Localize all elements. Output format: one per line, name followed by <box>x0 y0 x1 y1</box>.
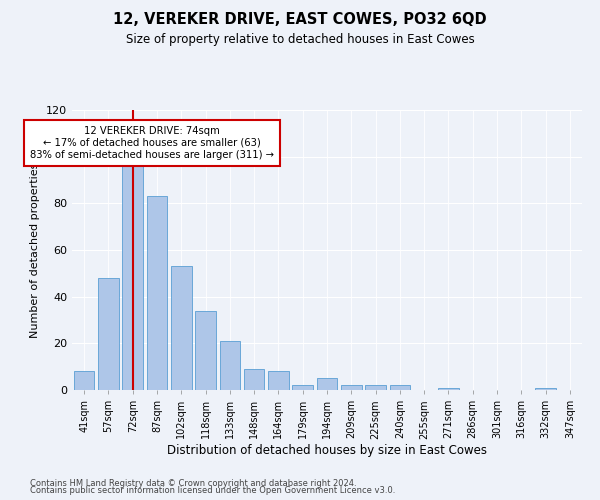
Bar <box>220 341 240 390</box>
Text: 12 VEREKER DRIVE: 74sqm
← 17% of detached houses are smaller (63)
83% of semi-de: 12 VEREKER DRIVE: 74sqm ← 17% of detache… <box>30 126 274 160</box>
Bar <box>438 388 459 390</box>
Bar <box>268 372 289 390</box>
X-axis label: Distribution of detached houses by size in East Cowes: Distribution of detached houses by size … <box>167 444 487 457</box>
Text: Contains HM Land Registry data © Crown copyright and database right 2024.: Contains HM Land Registry data © Crown c… <box>30 478 356 488</box>
Bar <box>365 386 386 390</box>
Bar <box>244 369 265 390</box>
Bar <box>195 310 216 390</box>
Text: 12, VEREKER DRIVE, EAST COWES, PO32 6QD: 12, VEREKER DRIVE, EAST COWES, PO32 6QD <box>113 12 487 28</box>
Bar <box>98 278 119 390</box>
Bar <box>389 386 410 390</box>
Y-axis label: Number of detached properties: Number of detached properties <box>31 162 40 338</box>
Bar <box>146 196 167 390</box>
Bar <box>317 378 337 390</box>
Bar <box>74 372 94 390</box>
Text: Size of property relative to detached houses in East Cowes: Size of property relative to detached ho… <box>125 32 475 46</box>
Bar <box>292 386 313 390</box>
Bar <box>341 386 362 390</box>
Bar <box>171 266 191 390</box>
Bar <box>122 156 143 390</box>
Text: Contains public sector information licensed under the Open Government Licence v3: Contains public sector information licen… <box>30 486 395 495</box>
Bar <box>535 388 556 390</box>
